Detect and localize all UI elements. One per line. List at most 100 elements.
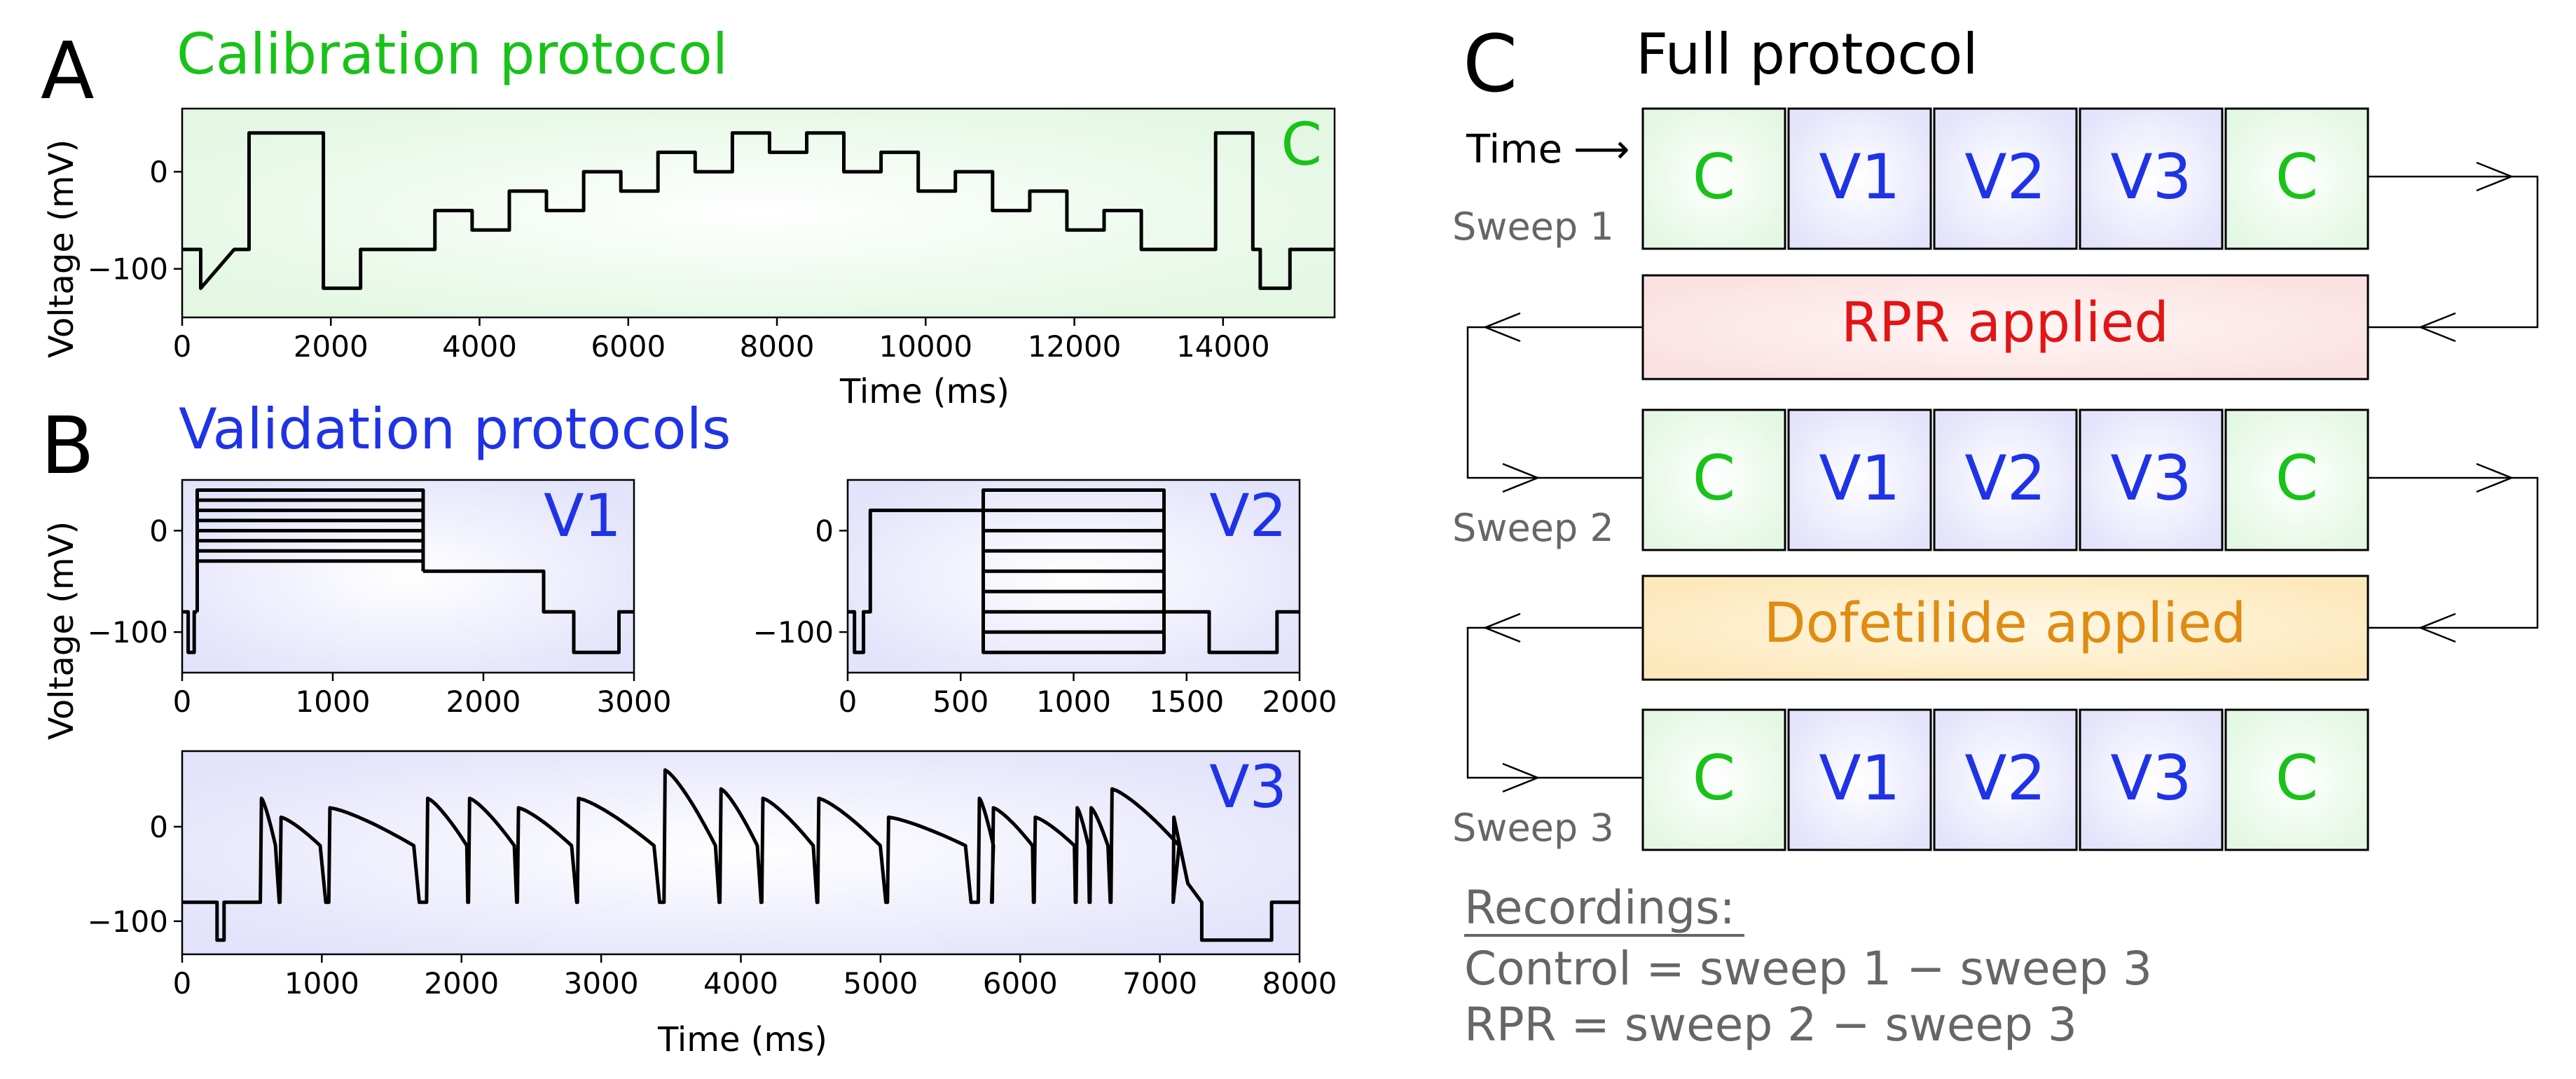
rpr-bar <box>1641 274 2369 380</box>
sweep3-cell-label: V2 <box>1964 742 2046 814</box>
calibration-ytick-label: 0 <box>149 155 168 189</box>
calibration-xtick-label: 12000 <box>1028 329 1122 364</box>
sweep2-cell <box>1641 408 1786 551</box>
v3-trace <box>182 768 1300 942</box>
panel-b: B Validation protocols Voltage (mV) Time… <box>41 397 1337 1059</box>
sweep1-cell-label: C <box>1693 141 1735 213</box>
arrowhead-left-2 <box>1482 312 1521 343</box>
calibration-trace <box>182 131 1335 290</box>
v2-xtick-label: 2000 <box>1262 685 1337 719</box>
connector-dofetilide-to-sweep3 <box>1466 626 1643 779</box>
calibration-xtick-label: 8000 <box>740 329 815 364</box>
v3-xtick-label: 4000 <box>703 966 778 1001</box>
v1-axes: 0 1000 2000 3000 0 −100 V1 <box>88 479 672 719</box>
sweep2-label: Sweep 2 <box>1452 506 1614 550</box>
connector-sweep1-to-rpr <box>2368 175 2539 329</box>
sweep1-cell-label: V3 <box>2110 141 2191 213</box>
calibration-ytick-label: −100 <box>88 252 168 287</box>
v3-xtick-label: 5000 <box>843 966 918 1001</box>
time-label: Time <box>1466 127 1562 172</box>
panel-a-xlabel: Time (ms) <box>839 372 1010 411</box>
sweep3-cell-label: V1 <box>1819 742 1900 814</box>
v2-axes: 0 500 1000 1500 2000 0 −100 V2 <box>753 479 1337 719</box>
arrowhead-right-4 <box>1502 762 1541 793</box>
calibration-xtick-label: 2000 <box>294 329 369 364</box>
panel-a-title: Calibration protocol <box>177 22 728 87</box>
v2-step-level <box>982 510 1166 654</box>
sweep2-cell-label: V2 <box>1964 442 2046 514</box>
v2-xtick-label: 0 <box>839 685 857 719</box>
panel-a: A Calibration protocol Voltage (mV) Time… <box>41 22 1336 411</box>
sweep3-cell <box>1787 708 1932 851</box>
v2-ytick-label: −100 <box>753 615 834 650</box>
panel-c-title: Full protocol <box>1636 22 1978 87</box>
v3-xtick-label: 3000 <box>564 966 639 1001</box>
v3-xtick-label: 1000 <box>284 966 359 1001</box>
panel-a-ylabel: Voltage (mV) <box>42 139 81 358</box>
recordings-control: Control = sweep 1 − sweep 3 <box>1464 942 2152 996</box>
panel-c: C Full protocol Time ⟶ C V1 V2 V3 C Sweep 1 C V… <box>1452 19 2539 1052</box>
arrowhead-left-4 <box>1482 612 1521 643</box>
sweep2-cell <box>1787 408 1932 551</box>
v1-step-level <box>195 559 425 612</box>
recordings-title: Recordings: <box>1464 881 1735 935</box>
arrowhead-right-3 <box>2476 462 2514 493</box>
v3-xtick-label: 6000 <box>983 966 1058 1001</box>
calibration-axes: 0 2000 4000 6000 8000 10000 12000 14000 0 −100 C <box>88 107 1336 364</box>
sweep2-cell-label: V1 <box>1819 442 1900 514</box>
panel-b-xlabel: Time (ms) <box>657 1020 827 1059</box>
sweep1-cell-label: V1 <box>1819 141 1900 213</box>
sweep-rows: C V1 V2 V3 C Sweep 1 C V1 V2 V3 C Sweep 2 C V1 V2 V3 C Sw… <box>1452 107 2369 851</box>
sweep2-cell-label: C <box>2275 442 2318 514</box>
v2-pre-step <box>848 508 984 654</box>
calibration-frame <box>181 107 1336 319</box>
panel-a-letter: A <box>41 26 95 117</box>
v3-ytick-label: −100 <box>88 905 168 939</box>
v1-xtick-label: 0 <box>173 685 192 719</box>
v3-plot-area <box>182 751 1300 954</box>
rpr-bar-label: RPR applied <box>1841 291 2169 355</box>
v1-xtick-label: 3000 <box>597 685 672 719</box>
v3-tag: V3 <box>1209 752 1287 821</box>
panel-b-title: Validation protocols <box>179 397 731 462</box>
sweep3-label: Sweep 3 <box>1452 806 1614 850</box>
v1-frame <box>181 479 635 674</box>
v1-tag: V1 <box>544 481 621 550</box>
arrowhead-right-1 <box>2476 161 2514 192</box>
v2-tag: V2 <box>1209 481 1287 550</box>
recordings-rpr: RPR = sweep 2 − sweep 3 <box>1464 998 2077 1052</box>
v3-xtick-label: 2000 <box>424 966 499 1001</box>
sweep2-cell-label: V3 <box>2110 442 2191 514</box>
sweep3-cell-label: V3 <box>2110 742 2191 814</box>
calibration-xtick-label: 4000 <box>442 329 517 364</box>
calibration-xtick-label: 6000 <box>591 329 666 364</box>
sweep3-cell <box>1641 708 1786 851</box>
dofetilide-bar-label: Dofetilide applied <box>1764 592 2247 655</box>
sweep3-cell-label: C <box>1693 742 1735 814</box>
calibration-xtick-label: 0 <box>173 329 192 364</box>
connector-sweep2-to-dofetilide <box>2368 476 2539 629</box>
v2-ytick-label: 0 <box>815 514 834 548</box>
v1-pre-step <box>182 610 198 654</box>
v1-ytick-label: 0 <box>149 514 168 548</box>
v2-xtick-label: 500 <box>932 685 989 719</box>
v1-xtick-label: 1000 <box>296 685 371 719</box>
flow-connectors <box>1466 161 2539 793</box>
calibration-xtick-label: 14000 <box>1176 329 1270 364</box>
calibration-tag: C <box>1281 110 1322 179</box>
arrowhead-right-2 <box>1502 462 1541 493</box>
calibration-plot-area <box>182 109 1335 317</box>
sweep1-cell <box>2079 107 2224 250</box>
sweep2-cell <box>2224 408 2369 551</box>
sweep1-cell-label: V2 <box>1964 141 2046 213</box>
v3-xtick-label: 7000 <box>1122 966 1197 1001</box>
v1-xtick-label: 2000 <box>446 685 521 719</box>
sweep3-cell <box>2224 708 2369 851</box>
v2-xtick-label: 1000 <box>1036 685 1111 719</box>
v2-frame <box>846 479 1301 674</box>
sweep2-cell <box>1933 408 2078 551</box>
v2-xtick-label: 1500 <box>1149 685 1224 719</box>
sweep1-cell-label: C <box>2275 141 2318 213</box>
panel-c-letter: C <box>1463 19 1517 110</box>
